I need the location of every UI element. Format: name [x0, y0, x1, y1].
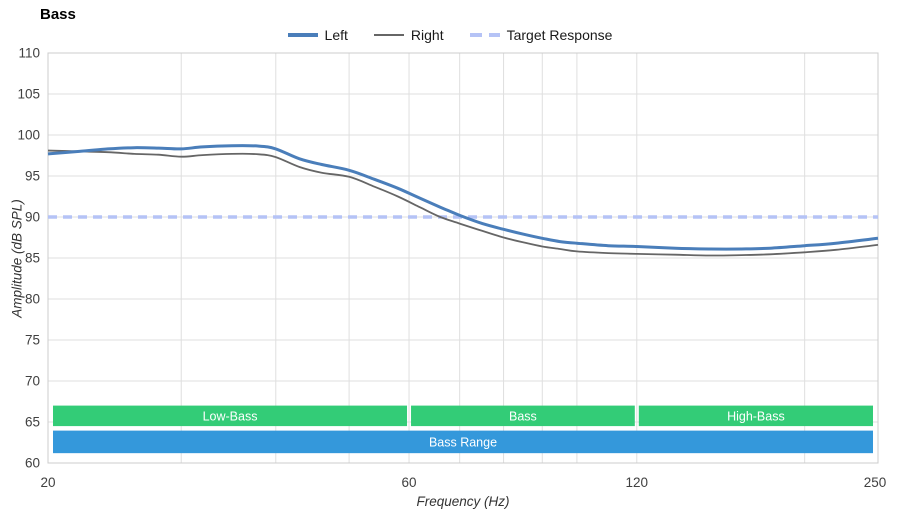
- plot-border: [47, 52, 879, 464]
- band-label: Bass Range: [429, 435, 497, 449]
- target-response-line-swatch: [469, 33, 500, 37]
- legend-label-right: Right: [410, 27, 444, 43]
- x-tick-label: 250: [864, 475, 887, 490]
- band-bass: [411, 405, 635, 427]
- band-label: Low-Bass: [203, 409, 258, 423]
- band-label: High-Bass: [727, 409, 785, 423]
- legend-label-target-response: Target Response: [506, 27, 613, 43]
- x-tick-label: 60: [402, 475, 417, 490]
- legend-item-left[interactable]: Left: [287, 27, 348, 43]
- y-tick-label: 90: [25, 210, 40, 225]
- chart-legend: Left Right Target Response: [0, 27, 900, 43]
- x-tick-label: 120: [626, 475, 649, 490]
- band-bass-range: [53, 430, 873, 454]
- left-curve: [47, 144, 879, 251]
- y-tick-label: 105: [17, 87, 40, 102]
- band-low-bass: [53, 405, 408, 427]
- y-tick-label: 110: [18, 46, 40, 61]
- x-tick-label: 20: [40, 475, 55, 490]
- y-tick-label: 70: [25, 374, 40, 389]
- legend-label-left: Left: [324, 27, 348, 43]
- y-tick-label: 80: [25, 292, 40, 307]
- y-axis-title: Amplitude (dB SPL): [9, 199, 25, 318]
- y-tick-label: 100: [17, 128, 40, 143]
- right-line-swatch: [373, 34, 404, 36]
- y-tick-label: 75: [25, 333, 40, 348]
- x-axis-title: Frequency (Hz): [416, 494, 510, 509]
- band-label: Bass: [509, 409, 537, 423]
- y-tick-label: 60: [25, 456, 40, 471]
- chart-title: Bass: [40, 6, 76, 23]
- left-line-swatch: [287, 33, 318, 37]
- y-tick-label: 95: [25, 169, 40, 184]
- right-curve: [47, 149, 879, 257]
- legend-item-right[interactable]: Right: [373, 27, 444, 43]
- y-tick-label: 65: [25, 415, 40, 430]
- band-high-bass: [638, 405, 873, 427]
- y-tick-label: 85: [25, 251, 40, 266]
- legend-item-target-response[interactable]: Target Response: [469, 27, 613, 43]
